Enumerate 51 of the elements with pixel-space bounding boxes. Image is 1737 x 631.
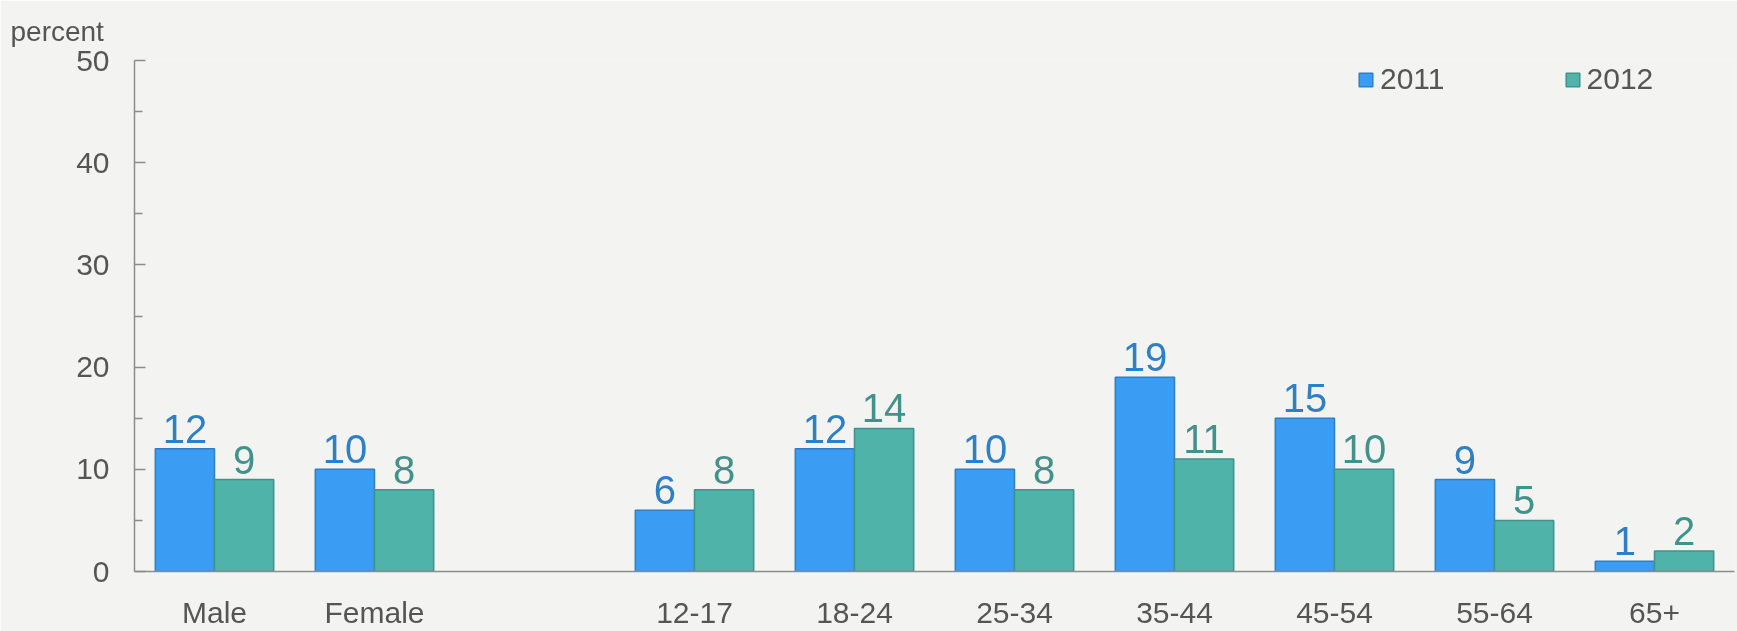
data-label: 10 bbox=[1341, 427, 1387, 472]
bar bbox=[693, 488, 755, 572]
data-label: 12 bbox=[162, 406, 208, 451]
bar bbox=[1493, 519, 1555, 572]
x-tick-label: 45-54 bbox=[1296, 595, 1373, 629]
data-label: 9 bbox=[232, 437, 256, 482]
bar bbox=[373, 488, 435, 572]
bar bbox=[154, 448, 216, 572]
y-tick-label: 0 bbox=[92, 554, 110, 588]
bar bbox=[1333, 468, 1395, 572]
bar bbox=[1114, 376, 1176, 572]
bar bbox=[213, 478, 275, 572]
bar bbox=[1173, 458, 1235, 572]
data-label: 9 bbox=[1453, 437, 1477, 482]
bar bbox=[794, 448, 856, 572]
data-label: 8 bbox=[712, 447, 736, 492]
data-label: 14 bbox=[861, 386, 907, 431]
x-tick-label: 25-34 bbox=[976, 595, 1053, 629]
y-tick-label: 10 bbox=[76, 452, 110, 486]
data-label: 6 bbox=[653, 468, 677, 513]
y-tick-label: 40 bbox=[76, 145, 110, 179]
x-tick-label: Male bbox=[181, 595, 248, 629]
bar bbox=[1274, 417, 1336, 572]
x-tick-label: 35-44 bbox=[1136, 595, 1213, 629]
y-tick-label: 30 bbox=[76, 247, 110, 281]
x-tick-label: 12-17 bbox=[656, 595, 733, 629]
bar bbox=[1434, 478, 1496, 572]
data-label: 10 bbox=[962, 427, 1008, 472]
bar bbox=[954, 468, 1016, 572]
x-tick-label: 55-64 bbox=[1456, 595, 1533, 629]
x-tick-label: 18-24 bbox=[816, 595, 893, 629]
data-label: 10 bbox=[322, 427, 368, 472]
data-label: 1 bbox=[1613, 519, 1637, 564]
bar bbox=[1013, 488, 1075, 572]
legend-label: 2011 bbox=[1380, 62, 1445, 96]
data-label: 8 bbox=[392, 447, 416, 492]
bar bbox=[853, 427, 915, 572]
data-label: 5 bbox=[1512, 478, 1536, 523]
x-tick-label: Female bbox=[324, 595, 425, 629]
data-label: 19 bbox=[1122, 335, 1168, 380]
y-tick-label: 20 bbox=[76, 350, 110, 384]
data-label: 8 bbox=[1032, 447, 1056, 492]
bar bbox=[1653, 550, 1715, 572]
data-label: 11 bbox=[1183, 417, 1225, 462]
bar bbox=[634, 509, 696, 572]
legend-label: 2012 bbox=[1586, 62, 1654, 96]
data-label: 2 bbox=[1672, 509, 1696, 554]
bar bbox=[314, 468, 376, 572]
data-label: 12 bbox=[802, 406, 848, 451]
x-tick-label: 65+ bbox=[1629, 595, 1680, 629]
data-label: 15 bbox=[1282, 376, 1328, 421]
